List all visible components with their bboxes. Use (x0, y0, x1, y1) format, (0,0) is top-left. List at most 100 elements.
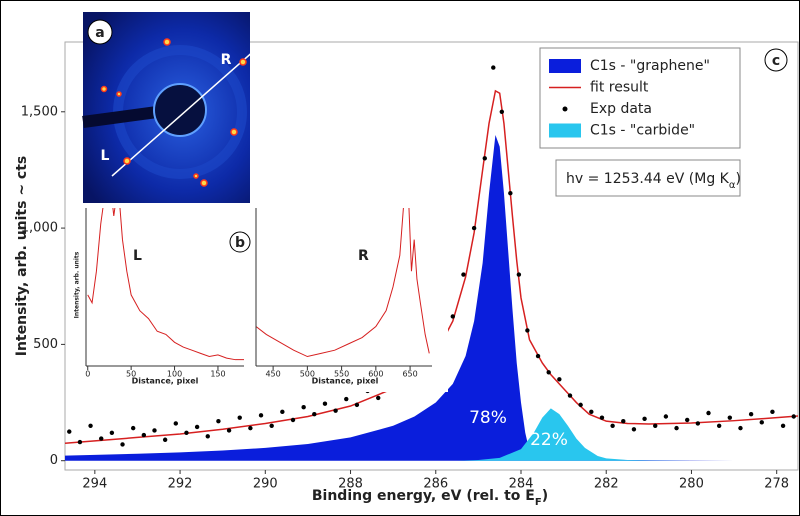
inset-title: R (358, 248, 369, 264)
legend-label: C1s - "graphene" (590, 58, 710, 74)
legend-label: fit result (590, 80, 649, 96)
data-point (99, 436, 103, 440)
data-point (269, 424, 273, 428)
data-point (792, 414, 796, 418)
data-point (238, 415, 242, 419)
legend-label: C1s - "carbide" (590, 123, 695, 139)
x-tick-label: 282 (594, 477, 619, 492)
data-point (621, 419, 625, 423)
data-point (355, 403, 359, 407)
data-point (174, 421, 178, 425)
annotation: 78% (469, 408, 507, 428)
annotation-part: hv = 1253.44 eV (Mg K (566, 171, 730, 187)
y-tick-label: 0 (50, 453, 58, 468)
data-point (131, 426, 135, 430)
inset-x-label: Distance, pixel (312, 377, 379, 386)
legend-swatch (549, 59, 581, 73)
data-point (248, 426, 252, 430)
data-point (525, 328, 529, 332)
data-point (216, 419, 220, 423)
data-point (184, 431, 188, 435)
data-point (376, 396, 380, 400)
data-point (78, 440, 82, 444)
data-point (760, 420, 764, 424)
data-point (600, 415, 604, 419)
data-point (664, 414, 668, 418)
image-gun (154, 84, 206, 136)
data-point (333, 408, 337, 412)
data-point (749, 412, 753, 416)
data-point (696, 421, 700, 425)
data-point (717, 424, 721, 428)
x-tick-label: 450 (265, 370, 280, 379)
data-point (557, 377, 561, 381)
data-point (653, 424, 657, 428)
legend-swatch (563, 107, 568, 112)
leed-image: a R L (83, 12, 255, 203)
inset-x-label: Distance, pixel (132, 377, 199, 386)
x-axis-label-part: F (535, 497, 542, 508)
data-point (770, 410, 774, 414)
data-point (674, 426, 678, 430)
panel-label: b (235, 235, 245, 251)
image-label: R (221, 52, 232, 68)
data-point (206, 434, 210, 438)
image-label: L (101, 148, 110, 164)
data-point (152, 428, 156, 432)
data-point (88, 424, 92, 428)
data-point (280, 410, 284, 414)
x-tick-label: 290 (253, 477, 278, 492)
x-tick-label: 294 (82, 477, 107, 492)
annotation: 22% (530, 430, 568, 450)
data-point (508, 191, 512, 195)
x-tick-label: 278 (764, 477, 789, 492)
data-point (472, 226, 476, 230)
data-point (781, 424, 785, 428)
data-point (546, 370, 550, 374)
data-point (589, 410, 593, 414)
inset-b-background (80, 204, 448, 392)
data-point (685, 418, 689, 422)
data-point (301, 405, 305, 409)
panel-label: c (772, 53, 780, 69)
data-point (110, 431, 114, 435)
inset-y-label: Intensity, arb. units (74, 251, 81, 318)
y-tick-label: 1,500 (21, 104, 58, 119)
legend: C1s - "graphene" fit result Exp data C1s - … (540, 48, 740, 148)
data-point (195, 425, 199, 429)
data-point (706, 411, 710, 415)
data-point (578, 403, 582, 407)
x-tick-label: 0 (85, 370, 90, 379)
data-point (142, 433, 146, 437)
data-point (610, 424, 614, 428)
data-point (227, 428, 231, 432)
data-point (491, 65, 495, 69)
data-point (568, 393, 572, 397)
data-point (291, 418, 295, 422)
data-point (500, 110, 504, 114)
data-point (483, 156, 487, 160)
data-point (312, 412, 316, 416)
x-tick-label: 650 (402, 370, 417, 379)
x-axis-label-part: ) (542, 488, 548, 504)
page: 29429229028828628428228027805001,0001,50… (0, 0, 800, 516)
x-tick-label: 292 (168, 477, 193, 492)
inset-title: L (133, 248, 142, 264)
y-tick-label: 500 (33, 337, 58, 352)
data-point (536, 354, 540, 358)
data-point (67, 429, 71, 433)
data-point (517, 272, 521, 276)
data-point (738, 426, 742, 430)
data-point (120, 442, 124, 446)
panel-label: a (95, 25, 104, 41)
data-point (163, 438, 167, 442)
x-tick-label: 150 (210, 370, 225, 379)
data-point (728, 415, 732, 419)
legend-label: Exp data (590, 101, 652, 117)
annotation-part: ) (735, 171, 740, 187)
figure: 29429229028828628428228027805001,0001,50… (0, 0, 800, 516)
data-point (642, 417, 646, 421)
x-axis-label-part: Binding energy, eV (rel. to E (312, 488, 535, 504)
y-axis-label: Intensity, arb. units ~ cts (14, 156, 30, 357)
data-point (323, 402, 327, 406)
